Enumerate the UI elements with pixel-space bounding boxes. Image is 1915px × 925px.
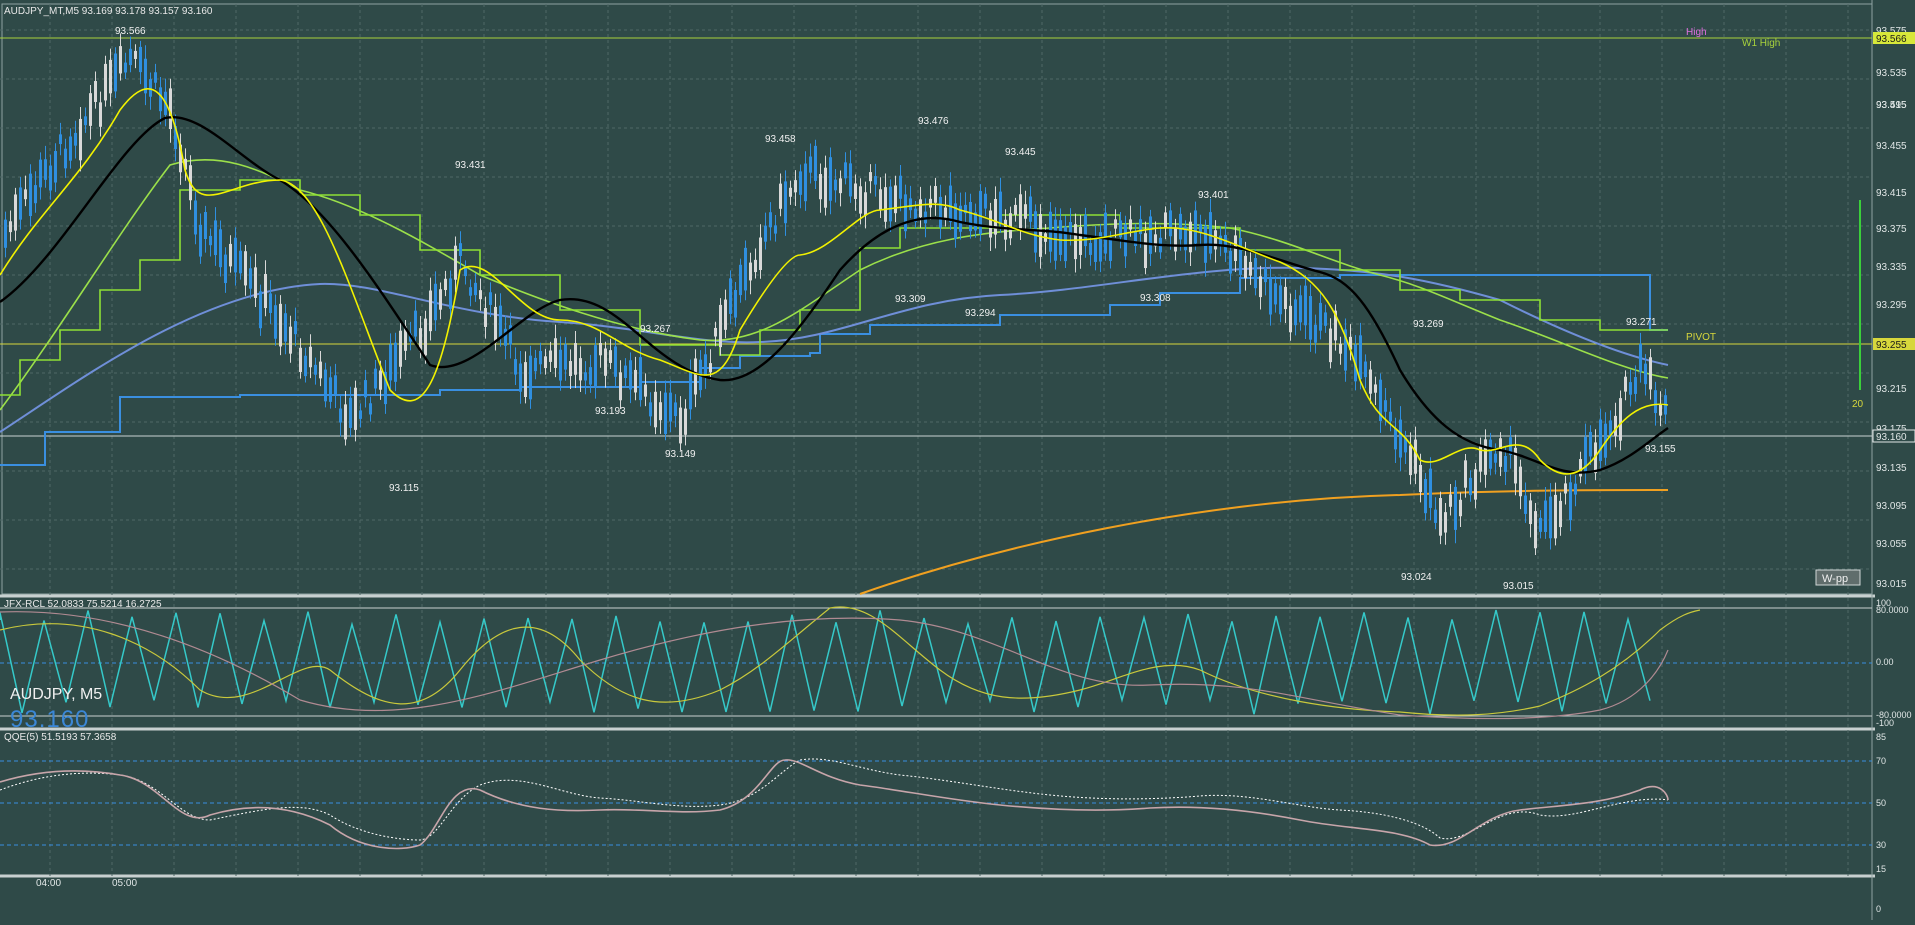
indicator-axis-tick: 70 [1876,756,1887,766]
w1-high-label: W1 High [1742,38,1780,49]
indicator-axis-tick: -100 [1876,718,1895,728]
price-annotation: 93.269 [1413,319,1444,330]
price-axis-tick: 93.135 [1876,463,1907,474]
chart-header: AUDJPY_MT,M5 93.169 93.178 93.157 93.160 [4,6,213,17]
wpp-button-label: W-pp [1822,573,1848,585]
indicator-axis-tick: 50 [1876,798,1887,808]
wpp-button[interactable] [1815,569,1861,586]
price-axis-tick: 93.015 [1876,579,1907,590]
overlay-symbol: AUDJPY, M5 [10,686,103,703]
price-annotation: 93.308 [1140,293,1171,304]
price-axis-tick: 93.575 [1876,26,1907,37]
price-axis-tick: 93.335 [1876,262,1907,273]
price-axis-tick: 93.215 [1876,384,1907,395]
price-annotation: 93.431 [455,160,486,171]
pivot-price-tag: 93.255 [1876,340,1907,351]
qqe-white-dotted-line [0,758,1669,841]
price-annotation: 93.445 [1005,147,1036,158]
price-annotation: 93.115 [389,483,419,494]
price-axis-tick: 93.375 [1876,224,1907,235]
slate-blue-ma-line [0,266,1669,433]
indicator-axis-tick: 0 [1876,904,1882,914]
price-annotation: 93.155 [1645,444,1676,455]
current-price-tag: 93.160 [1876,432,1907,443]
indicator-axis-tick: 15 [1876,864,1887,874]
price-annotation: 93.149 [665,449,696,460]
indicator-axis-tick: -80.0000 [1876,710,1912,720]
rcl-cyan-line [0,609,1651,715]
jfx-rcl-panel [0,606,1872,720]
qqe-indicator-header: QQE(5) 51.5193 57.3658 [4,732,117,743]
time-axis-tick: 05:00 [112,878,138,889]
price-axis-tick: 93.415 [1876,188,1907,199]
qqe-panel [0,758,1872,850]
price-annotation: 93.401 [1198,190,1229,201]
candlesticks [4,33,1667,556]
price-annotation: 93.294 [965,308,996,319]
rcl-yellow-line [0,606,1701,716]
price-axis-tick: 93.495 [1876,100,1907,111]
time-axis-tick: 04:00 [36,878,62,889]
price-annotation: 93.476 [918,116,949,127]
price-annotation: 93.193 [595,406,626,417]
price-annotation: 93.024 [1401,572,1432,583]
price-axis-tick: 93.295 [1876,300,1907,311]
indicator-axis-tick: 80.0000 [1876,605,1909,615]
indicator-axis-tick: 30 [1876,840,1887,850]
yellow-ma-line [0,88,1669,475]
price-annotation: 93.309 [895,294,926,305]
black-ma-line [0,115,1669,474]
indicator-axis-tick: 85 [1876,732,1887,742]
qqe-pink-line [0,759,1669,850]
high-price-tag: 93.566 [1876,34,1907,45]
green-ma-line-1 [0,158,1669,411]
rcl-indicator-header: JFX-RCL 52.0833 75.5214 16.2725 [4,599,162,610]
price-axis-tick: 93.455 [1876,141,1907,152]
high-label: High [1686,27,1707,38]
blue-step-line [0,274,1668,466]
price-axis-tick: 93.535 [1876,68,1907,79]
side-count-label: 20 [1852,399,1864,410]
price-axis-tick: 93.055 [1876,539,1907,550]
indicator-axis-tick: 100 [1876,598,1892,608]
price-annotation: 93.267 [640,324,671,335]
price-axis-tick: 93.095 [1876,501,1907,512]
price-annotation: 93.458 [765,134,796,145]
overlay-price: 93.160 [10,706,90,733]
pivot-label: PIVOT [1686,332,1716,343]
orange-ma-line [859,489,1669,595]
rcl-pink-line [0,611,1669,720]
price-annotation: 93.566 [115,26,146,37]
price-axis-tick: 93.515 [1876,100,1907,111]
price-annotation: 93.015 [1503,581,1534,592]
indicator-axis-tick: 0.00 [1876,657,1894,667]
price-annotation: 93.271 [1626,317,1657,328]
